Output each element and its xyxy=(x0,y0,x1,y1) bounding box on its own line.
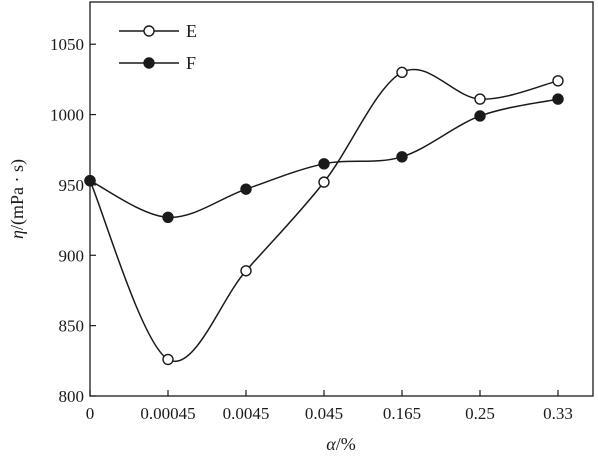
y-tick-label: 1050 xyxy=(50,35,84,54)
data-point-f xyxy=(240,183,252,195)
y-tick-label: 1000 xyxy=(50,106,84,125)
x-tick-label: 0.165 xyxy=(383,404,421,423)
data-point-e xyxy=(318,176,330,188)
data-point-e xyxy=(474,93,486,105)
x-axis-title: α/% xyxy=(326,434,355,454)
legend-marker-e xyxy=(143,25,155,37)
y-tick-label: 950 xyxy=(59,176,85,195)
y-axis-ticks: 800 850 900 950 1000 1050 xyxy=(50,35,96,406)
data-point-f xyxy=(552,93,564,105)
data-point-f xyxy=(396,151,408,163)
y-axis-title: η/(mPa · s) xyxy=(7,159,28,239)
y-tick-label: 900 xyxy=(59,246,85,265)
y-tick-label: 850 xyxy=(59,317,85,336)
data-point-e xyxy=(396,66,408,79)
legend-marker-f xyxy=(143,57,155,69)
x-tick-label: 0.33 xyxy=(543,404,573,423)
series-line-e xyxy=(89,68,559,363)
series-layer xyxy=(84,66,564,366)
x-axis-unit: /% xyxy=(336,434,356,454)
x-tick-label: 0.0045 xyxy=(223,404,270,423)
data-point-f xyxy=(474,110,486,122)
x-axis-symbol: α xyxy=(326,434,336,454)
x-axis-ticks: 0 0.00045 0.0045 0.045 0.165 0.25 0.33 xyxy=(86,390,573,423)
data-point-e xyxy=(240,265,252,277)
legend: E F xyxy=(119,21,197,73)
data-point-f xyxy=(318,158,330,170)
legend-label-f: F xyxy=(186,53,196,73)
x-tick-label: 0.045 xyxy=(305,404,343,423)
x-tick-label: 0.00045 xyxy=(140,404,195,423)
y-tick-label: 800 xyxy=(59,387,85,406)
x-tick-label: 0 xyxy=(86,404,95,423)
x-tick-label: 0.25 xyxy=(465,404,495,423)
legend-label-e: E xyxy=(186,21,197,41)
y-axis-symbol: η xyxy=(7,230,27,239)
data-point-f xyxy=(162,211,174,223)
y-axis-unit: /(mPa · s) xyxy=(7,159,28,230)
data-point-e xyxy=(162,353,174,366)
plot-frame xyxy=(89,1,594,397)
data-point-e xyxy=(552,75,564,87)
data-point-f xyxy=(84,175,96,187)
